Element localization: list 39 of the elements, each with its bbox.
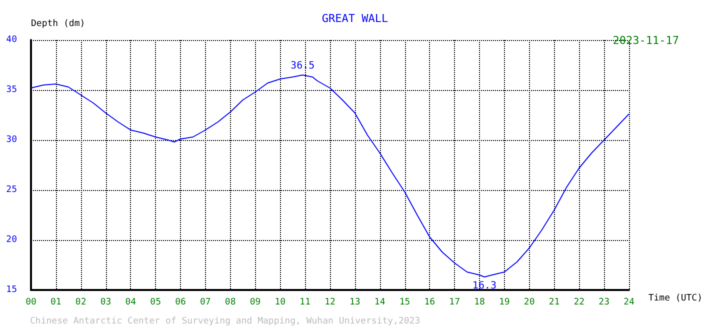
x-tick-label: 00 bbox=[26, 298, 36, 308]
x-tick-label: 23 bbox=[598, 298, 610, 308]
x-tick-label: 03 bbox=[100, 298, 112, 308]
y-tick-label: 30 bbox=[6, 135, 17, 145]
x-tick-label: 13 bbox=[349, 298, 360, 308]
x-tick-label: 18 bbox=[474, 298, 485, 308]
x-tick-label: 02 bbox=[75, 298, 86, 308]
x-tick-label: 16 bbox=[424, 298, 436, 308]
x-tick-label: 20 bbox=[524, 298, 535, 308]
y-axis-title: Depth (dm) bbox=[31, 19, 86, 29]
x-tick-label: 22 bbox=[574, 298, 585, 308]
chart-title: GREAT WALL bbox=[322, 12, 388, 25]
annotation: 16.3 bbox=[472, 280, 497, 292]
x-tick-label: 11 bbox=[300, 298, 311, 308]
x-tick-label: 24 bbox=[624, 298, 634, 308]
x-tick-label: 17 bbox=[449, 298, 460, 308]
x-tick-label: 19 bbox=[498, 298, 510, 308]
text: Chinese Antarctic Center of Surveying and Mapping, Wuhan University,2023 bbox=[30, 316, 420, 326]
x-tick-label: 10 bbox=[274, 298, 286, 308]
x-tick-label: 15 bbox=[399, 298, 410, 308]
x-tick-label: 04 bbox=[125, 298, 136, 308]
y-tick-label: 15 bbox=[6, 285, 17, 295]
y-tick-label: 35 bbox=[6, 85, 17, 95]
x-tick-label: 09 bbox=[250, 298, 261, 308]
x-tick-label: 05 bbox=[150, 298, 162, 308]
x-tick-label: 06 bbox=[175, 298, 186, 308]
x-tick-label: 07 bbox=[200, 298, 211, 308]
x-tick-label: 01 bbox=[50, 298, 62, 308]
chart-subtitle: 2023-11-17 bbox=[612, 34, 680, 47]
x-tick-label: 08 bbox=[224, 298, 236, 308]
x-axis-title: Time (UTC) bbox=[648, 294, 703, 304]
line-series bbox=[30, 74, 630, 278]
x-tick-label: 21 bbox=[548, 298, 560, 308]
y-tick-label: 20 bbox=[6, 235, 17, 245]
y-tick-label: 25 bbox=[6, 185, 17, 195]
y-tick-label: 40 bbox=[6, 35, 17, 45]
x-tick-label: 12 bbox=[324, 298, 336, 308]
x-tick-label: 14 bbox=[374, 298, 386, 308]
annotation: 36.5 bbox=[290, 60, 315, 72]
